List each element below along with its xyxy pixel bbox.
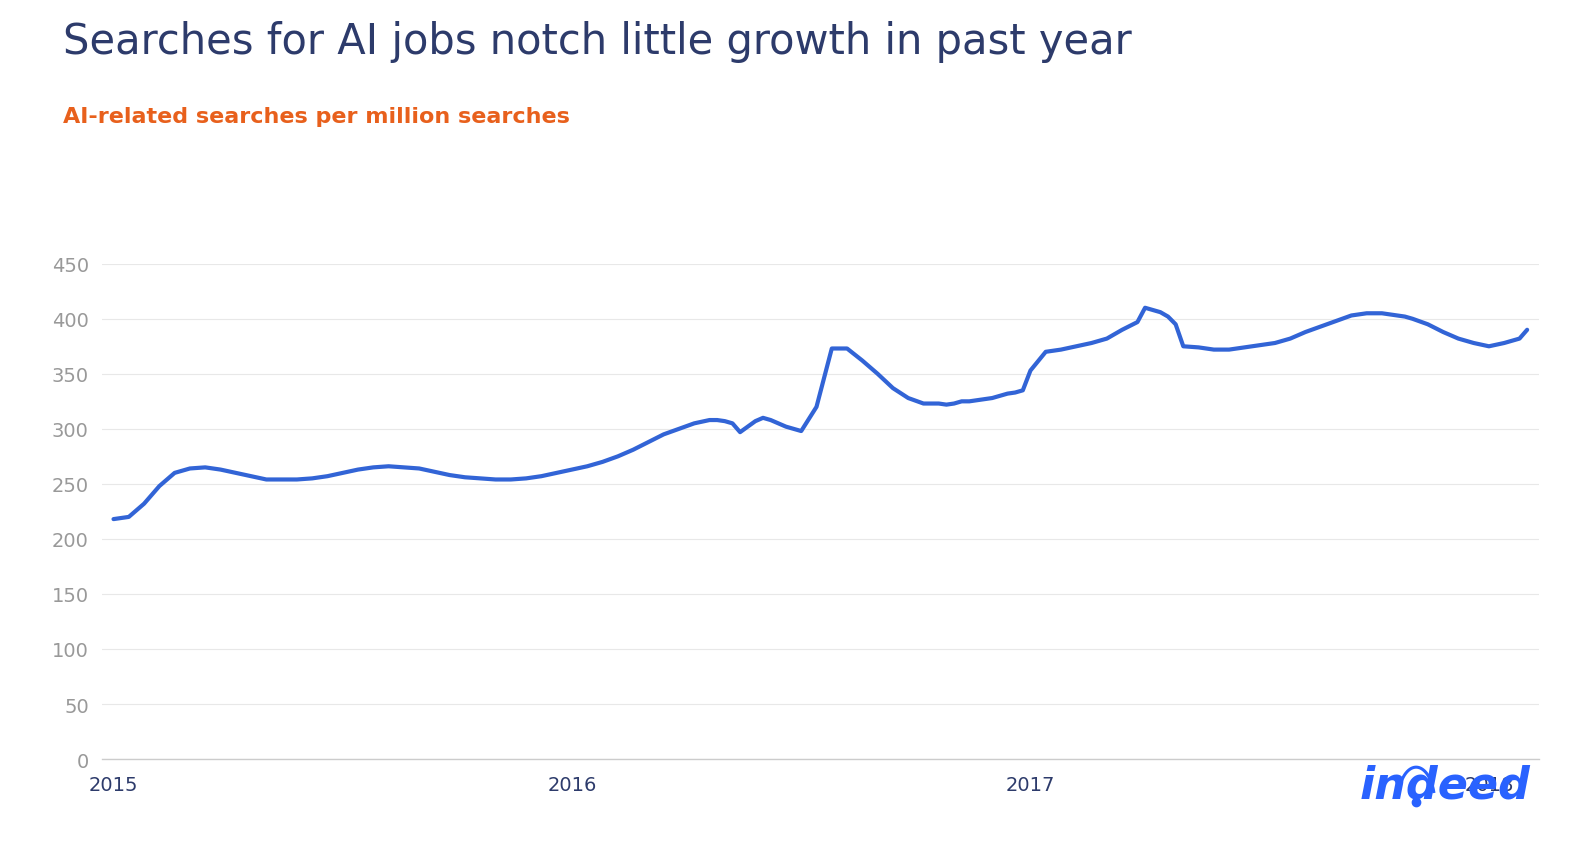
Text: AI-related searches per million searches: AI-related searches per million searches	[63, 107, 570, 126]
Text: Searches for AI jobs notch little growth in past year: Searches for AI jobs notch little growth…	[63, 21, 1132, 63]
Text: indeed: indeed	[1360, 763, 1531, 806]
